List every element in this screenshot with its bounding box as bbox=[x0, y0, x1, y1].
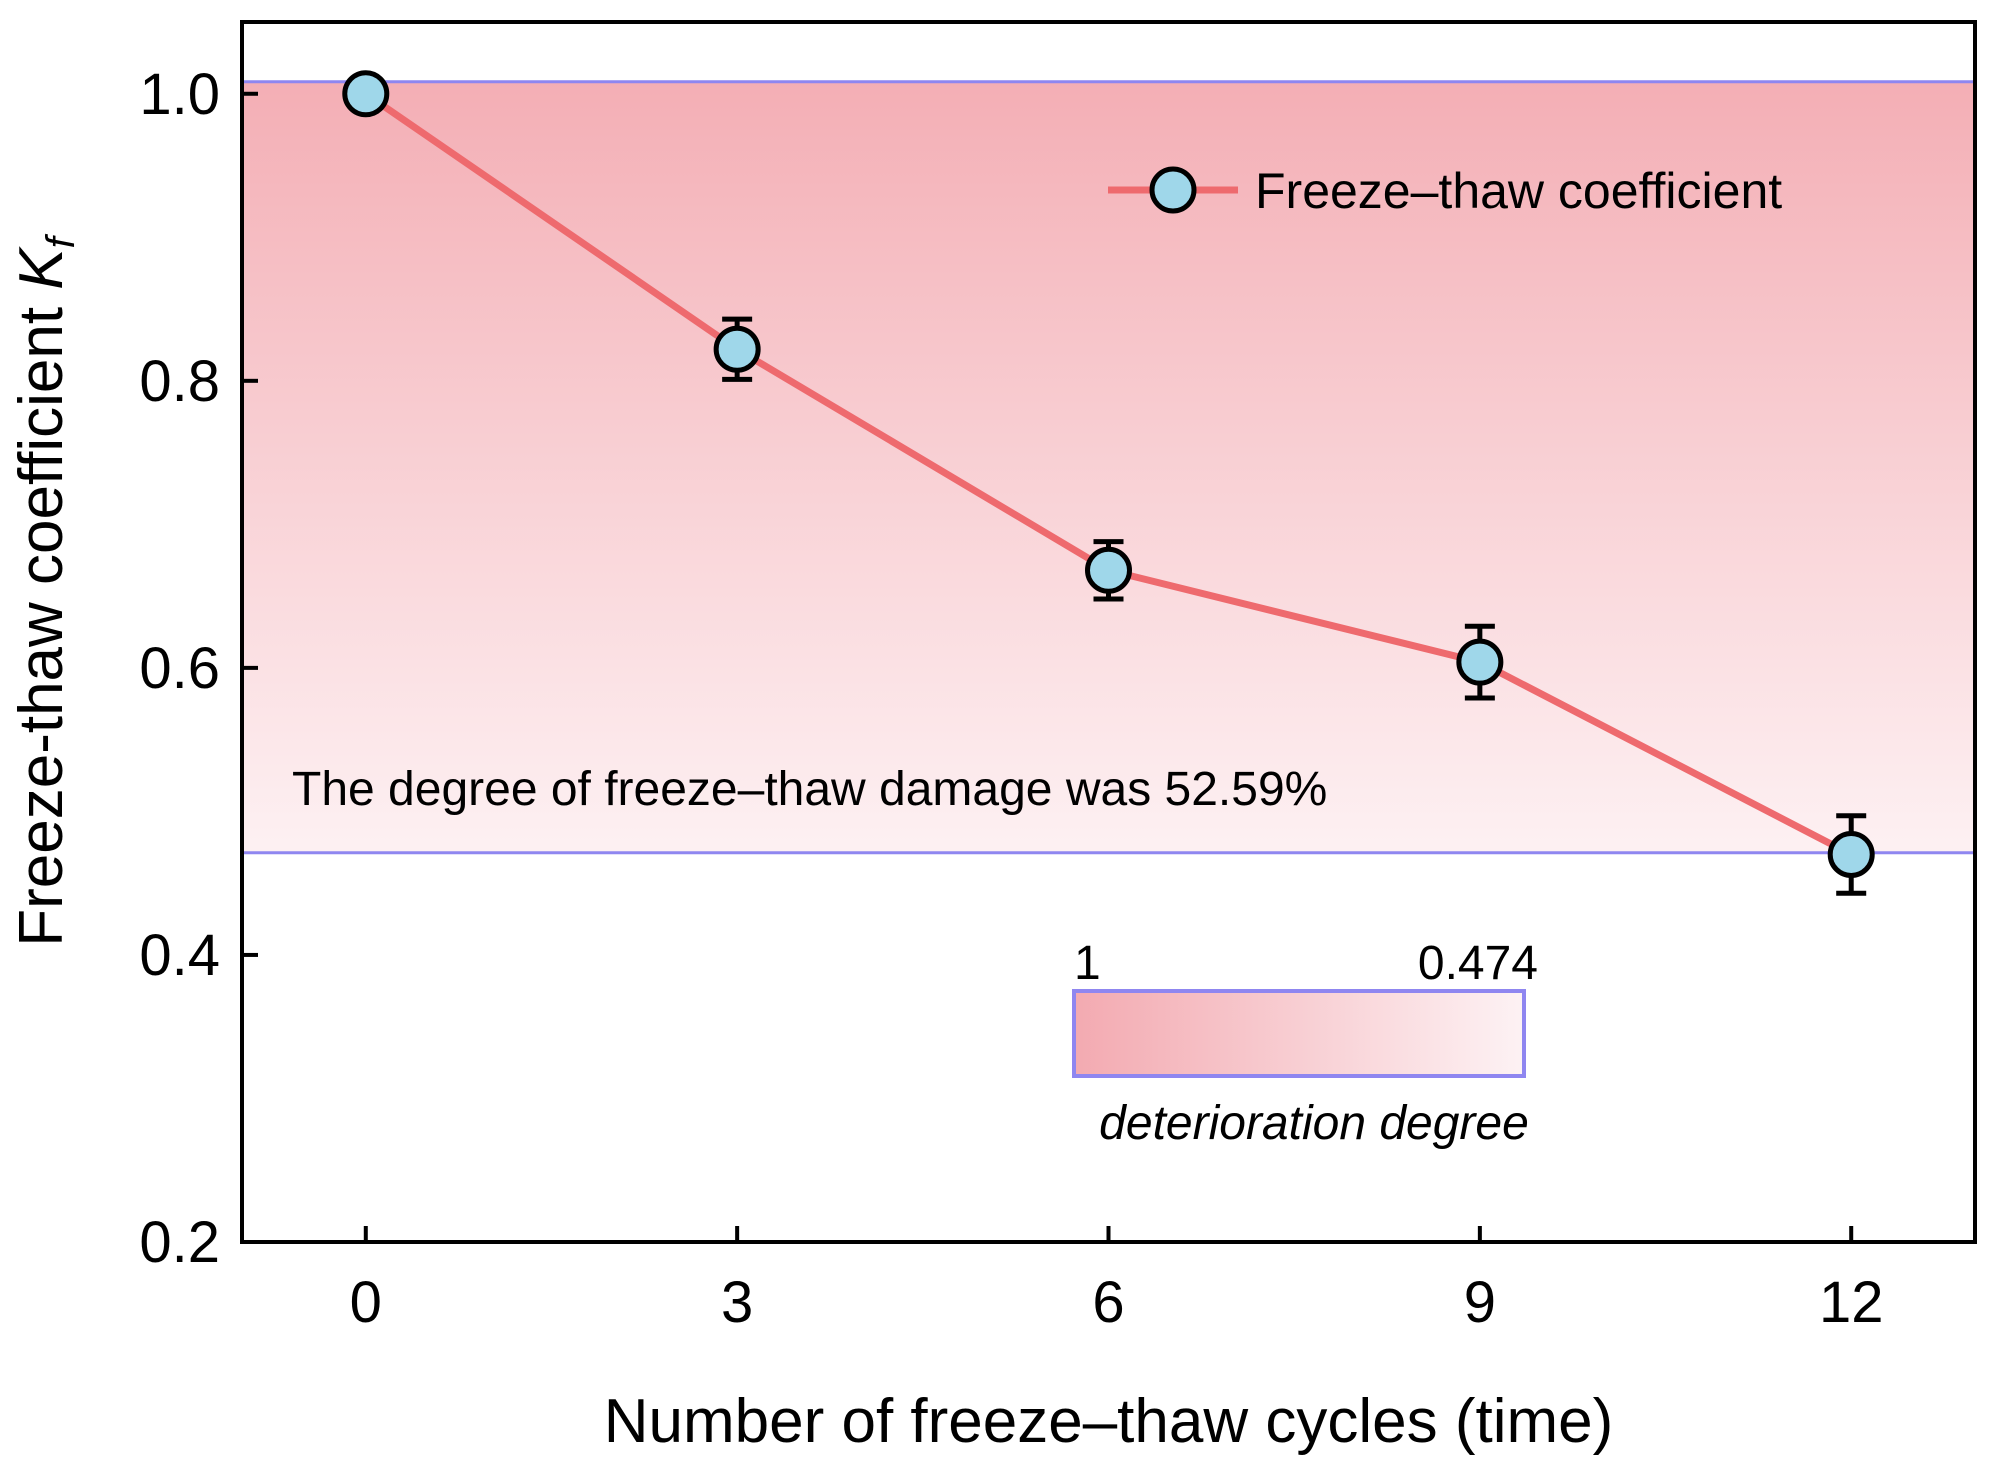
damage-annotation: The degree of freeze–thaw damage was 52.… bbox=[292, 763, 1327, 816]
colorbar-start-label: 1 bbox=[1074, 937, 1101, 990]
colorbar-end-label: 0.474 bbox=[1418, 937, 1538, 990]
y-axis-title-subscript: f bbox=[39, 233, 83, 248]
colorbar-gradient bbox=[1072, 989, 1526, 1078]
x-tick-label: 3 bbox=[721, 1270, 753, 1335]
y-tick-label: 0.8 bbox=[139, 349, 220, 414]
legend-marker-sample bbox=[1149, 166, 1197, 214]
x-tick-label: 9 bbox=[1464, 1270, 1496, 1335]
legend: Freeze–thaw coefficient bbox=[1108, 163, 1782, 219]
y-axis-title-text: Freeze-thaw coefficient bbox=[7, 290, 76, 947]
x-axis-title: Number of freeze–thaw cycles (time) bbox=[604, 1387, 1614, 1456]
colorbar: 1 0.474 deterioration degree bbox=[1072, 937, 1538, 1150]
colorbar-title: deterioration degree bbox=[1099, 1097, 1529, 1150]
y-tick-label: 0.2 bbox=[139, 1210, 220, 1275]
data-point bbox=[1085, 546, 1132, 594]
data-point bbox=[1456, 638, 1504, 686]
data-point bbox=[1827, 830, 1875, 878]
y-axis-title: Freeze-thaw coefficient Kf bbox=[7, 233, 83, 946]
x-axis: 0 3 6 9 12 bbox=[350, 1226, 1884, 1335]
data-point bbox=[713, 325, 761, 373]
y-tick-label: 0.6 bbox=[139, 636, 220, 701]
data-point bbox=[342, 70, 390, 118]
x-tick-label: 0 bbox=[350, 1270, 382, 1335]
y-axis: 0.2 0.4 0.6 0.8 1.0 bbox=[139, 62, 258, 1275]
x-tick-label: 6 bbox=[1092, 1270, 1124, 1335]
y-axis-title-symbol: K bbox=[7, 246, 76, 290]
series-freeze-thaw-coefficient bbox=[342, 70, 1875, 896]
x-tick-label: 12 bbox=[1819, 1270, 1884, 1335]
legend-label: Freeze–thaw coefficient bbox=[1255, 163, 1782, 219]
y-tick-label: 0.4 bbox=[139, 923, 220, 988]
y-tick-label: 1.0 bbox=[139, 62, 220, 127]
